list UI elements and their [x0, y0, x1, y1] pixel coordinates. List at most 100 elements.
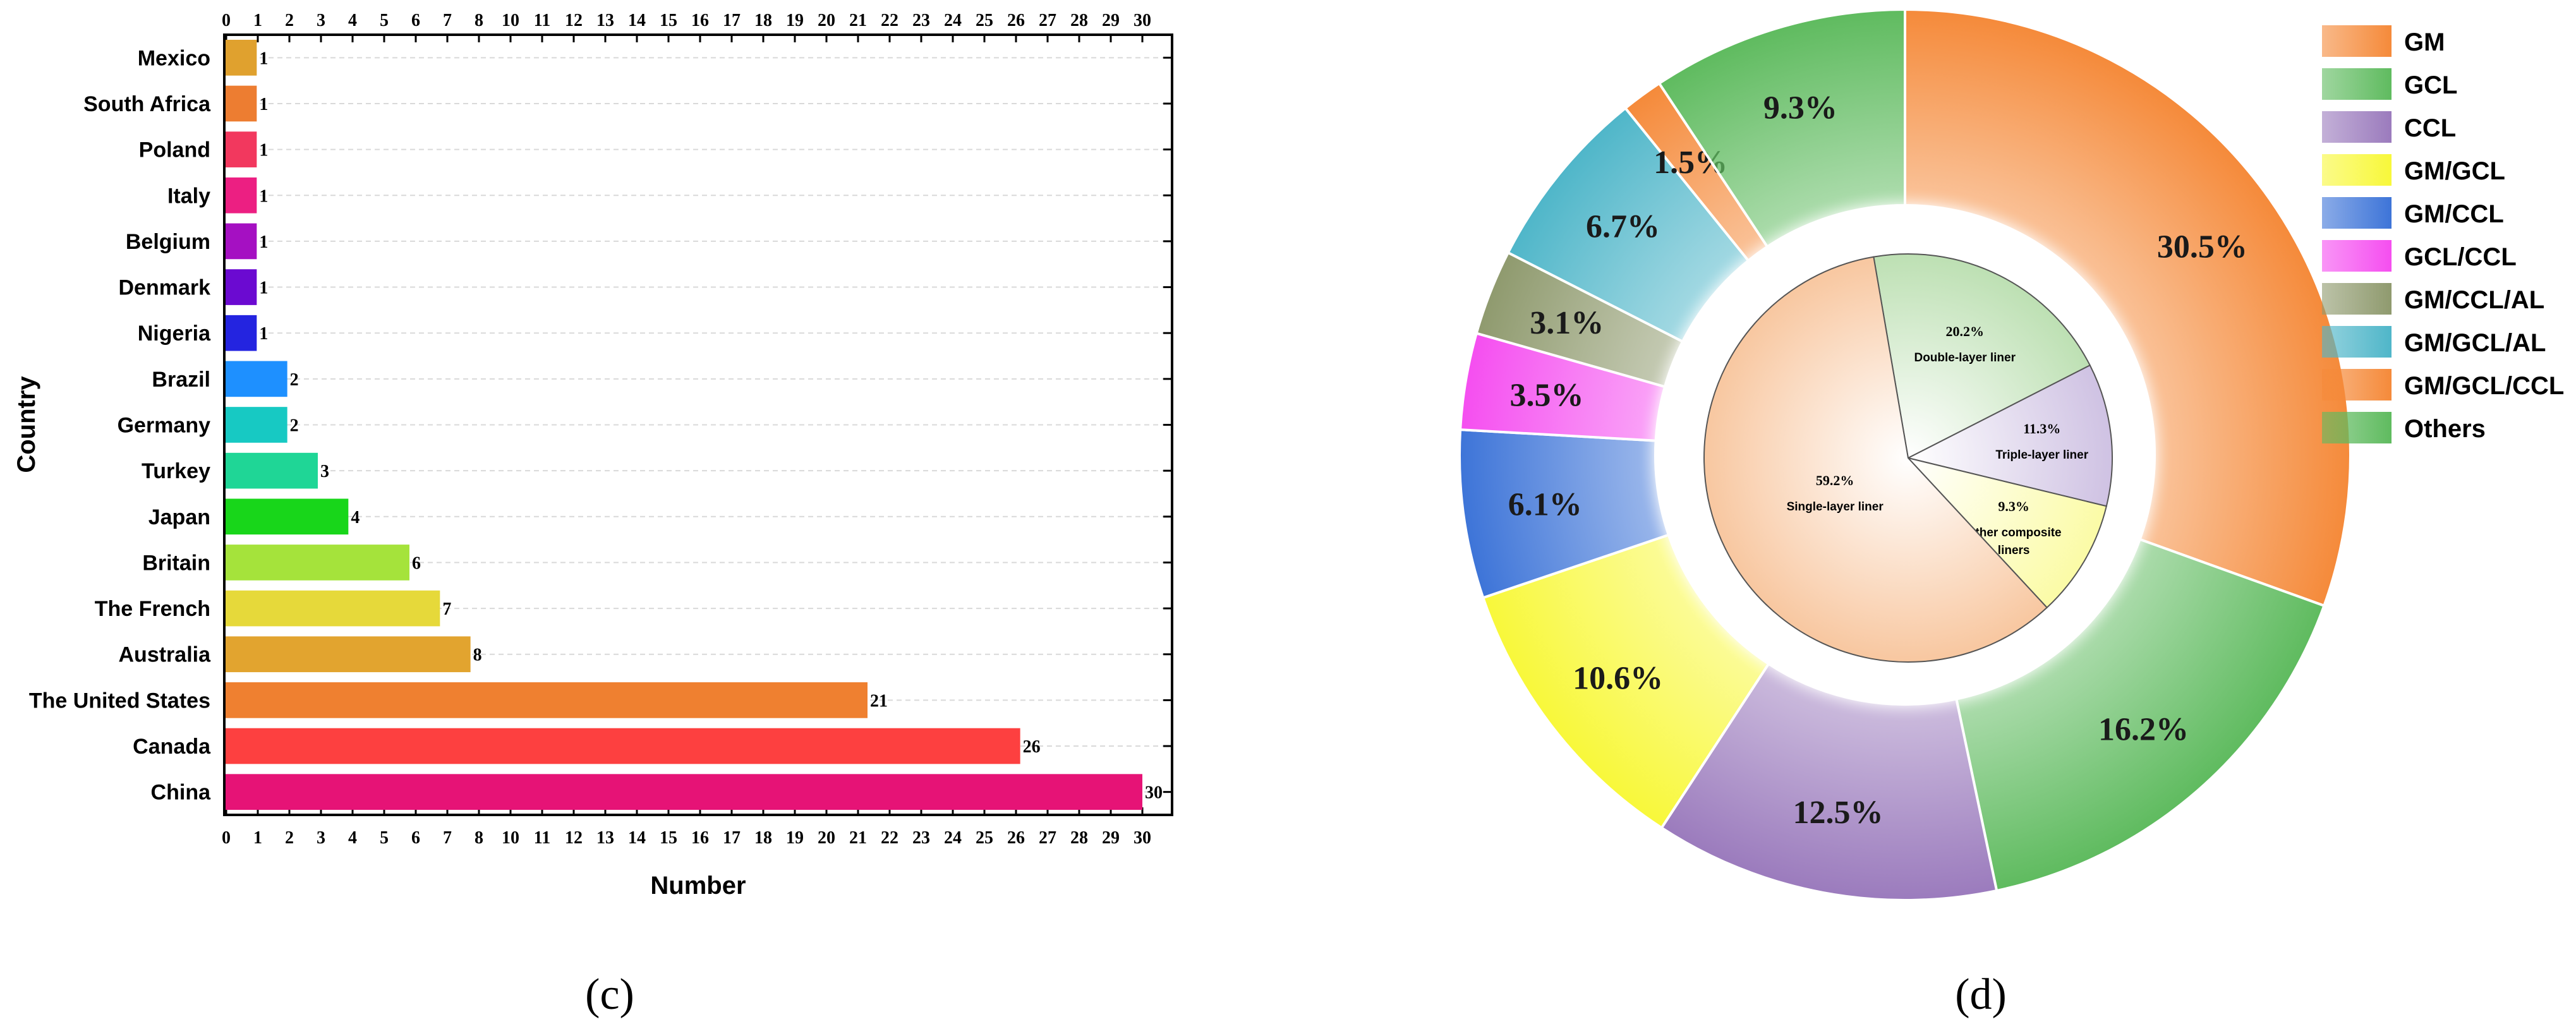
ring-slice-gm [1904, 8, 2352, 608]
x-tick-label-top: 28 [1070, 11, 1088, 30]
bar-value-label: 2 [290, 416, 299, 436]
x-tick-label-top: 12 [565, 11, 583, 30]
ring-slice-label: 9.3% [1763, 90, 1837, 126]
legend-label-gcl: GCL [2404, 71, 2457, 99]
bar-japan [226, 498, 349, 535]
ring-slice-label: 16.2% [2098, 712, 2189, 748]
bar-value-label: 1 [259, 95, 268, 114]
x-tick-label-bottom: 7 [443, 828, 452, 848]
bar-value-label: 26 [1023, 737, 1041, 757]
x-tick-label-bottom: 28 [1070, 828, 1088, 848]
ring-slice-label: 6.7% [1586, 209, 1660, 245]
x-tick-label-top: 22 [881, 11, 898, 30]
x-tick-label-bottom: 3 [317, 828, 325, 848]
x-tick-label-bottom: 22 [881, 828, 898, 848]
x-tick-label-bottom: 11 [534, 828, 550, 848]
bar-value-label: 7 [442, 599, 451, 619]
x-tick-label-top: 16 [691, 11, 709, 30]
x-tick-label-top: 2 [285, 11, 294, 30]
donut-chart-panel: 30.5%16.2%12.5%10.6%6.1%3.5%3.1%6.7%1.5%… [1458, 8, 2564, 1019]
inner-pie: 20.2% Double-layer liner 11.3% Triple-layer… [1703, 253, 2113, 663]
y-tick-label-nigeria: Nigeria [138, 322, 211, 346]
legend-swatch-ccl [2322, 111, 2392, 143]
x-tick-label-bottom: 5 [380, 828, 389, 848]
ring-slice-others [1657, 8, 1906, 249]
x-tick-label-bottom: 6 [411, 828, 420, 848]
bar-belgium [226, 223, 257, 260]
legend-swatch-gm-ccl-al [2322, 283, 2392, 315]
x-tick-label-top: 6 [411, 11, 420, 30]
legend-label-others: Others [2404, 415, 2486, 443]
y-tick-label-britain: Britain [142, 551, 210, 575]
bar-value-label: 1 [259, 141, 268, 160]
ring-slice-ccl [1660, 662, 1999, 901]
x-tick-label-bottom: 1 [253, 828, 262, 848]
inner-slice-value: 9.3% [1998, 498, 2029, 514]
inner-slice-value: 11.3% [2023, 421, 2060, 437]
bar-south-africa [226, 85, 257, 122]
bar-brazil [226, 361, 287, 397]
inner-slice-value: 20.2% [1945, 323, 1984, 339]
bar-value-label: 21 [870, 691, 888, 711]
legend-label-gm-gcl: GM/GCL [2404, 157, 2505, 185]
legend-swatch-gcl [2322, 68, 2392, 100]
x-tick-label-top: 11 [534, 11, 550, 30]
x-tick-label-bottom: 13 [596, 828, 614, 848]
x-tick-label-bottom: 8 [475, 828, 483, 848]
x-tick-label-bottom: 23 [912, 828, 930, 848]
x-tick-label-top: 4 [348, 11, 357, 30]
x-tick-label-bottom: 14 [628, 828, 646, 848]
bar-australia [226, 636, 471, 673]
x-tick-label-bottom: 0 [222, 828, 231, 848]
inner-slice-name: Double-layer liner [1914, 351, 2016, 364]
x-tick-label-bottom: 16 [691, 828, 709, 848]
x-tick-label-top: 3 [317, 11, 325, 30]
bar-poland [226, 131, 257, 167]
bar-value-label: 30 [1145, 783, 1163, 803]
x-tick-label-bottom: 20 [818, 828, 835, 848]
legend-label-gm-gcl-al: GM/GCL/AL [2404, 329, 2546, 357]
inner-slice-name: Other composite [1966, 526, 2062, 539]
bar-italy [226, 177, 257, 214]
ring-slice-label: 3.1% [1530, 305, 1604, 341]
y-tick-label-south-africa: South Africa [83, 92, 211, 116]
x-tick-label-top: 5 [380, 11, 389, 30]
x-tick-label-bottom: 29 [1102, 828, 1120, 848]
y-tick-label-japan: Japan [148, 505, 210, 529]
inner-slice-single-layer-liner [1703, 256, 2048, 663]
ring-slice-gcl [1954, 538, 2326, 893]
legend-label-gcl-ccl: GCL/CCL [2404, 243, 2517, 271]
bar-canada [226, 728, 1020, 764]
bar-value-label: 3 [320, 462, 329, 481]
x-tick-label-bottom: 26 [1007, 828, 1025, 848]
x-tick-label-bottom: 19 [786, 828, 804, 848]
x-tick-label-bottom: 4 [348, 828, 357, 848]
x-tick-label-top: 27 [1039, 11, 1056, 30]
bar-denmark [226, 269, 257, 305]
y-tick-label-italy: Italy [167, 184, 210, 208]
y-tick-label-canada: Canada [133, 735, 211, 759]
bar-value-label: 4 [351, 508, 360, 527]
x-tick-label-bottom: 21 [849, 828, 867, 848]
ring-slice-label: 6.1% [1508, 486, 1582, 522]
legend-swatch-gm-ccl [2322, 197, 2392, 229]
x-tick-label-top: 20 [818, 11, 835, 30]
panel-label-c: (c) [585, 970, 634, 1019]
y-tick-label-australia: Australia [119, 643, 212, 667]
donut-legend: GM GCL CCL GM/GCL GM/CCL GCL/CCL GM/CCL/AL GM/G… [2322, 25, 2564, 443]
x-tick-label-top: 21 [849, 11, 867, 30]
x-tick-label-top: 30 [1134, 11, 1151, 30]
x-tick-label-top: 29 [1102, 11, 1120, 30]
legend-label-ccl: CCL [2404, 114, 2456, 142]
x-tick-label-top: 24 [944, 11, 962, 30]
x-tick-label-bottom: 18 [754, 828, 772, 848]
y-tick-label-germany: Germany [118, 414, 210, 438]
inner-slice-name: Triple-layer liner [1995, 449, 2088, 462]
x-tick-label-bottom: 25 [976, 828, 993, 848]
bar-value-label: 1 [259, 232, 268, 252]
y-tick-label-the-united-states: The United States [29, 689, 210, 713]
bar-mexico [226, 39, 257, 76]
x-tick-label-top: 15 [660, 11, 677, 30]
y-tick-label-mexico: Mexico [138, 46, 210, 70]
